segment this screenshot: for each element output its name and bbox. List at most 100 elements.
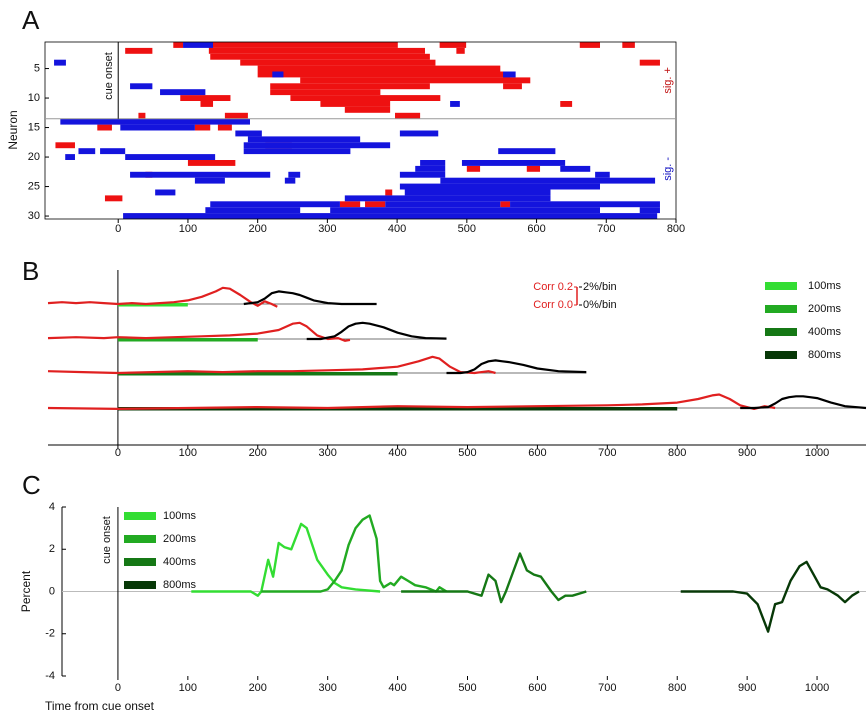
legend-label: 200ms	[163, 533, 197, 545]
segment	[284, 177, 296, 184]
segment	[130, 83, 153, 90]
segment	[461, 160, 566, 166]
segment	[272, 71, 284, 78]
x-tick-label: 900	[738, 447, 756, 459]
panel-letter: C	[22, 470, 41, 500]
x-axis-label: Time from cue onset	[45, 699, 155, 713]
x-tick-label: 100	[179, 223, 197, 235]
segment	[235, 130, 262, 137]
segment	[440, 177, 656, 184]
segment	[498, 148, 556, 155]
segment	[123, 213, 658, 219]
segment	[385, 189, 393, 196]
y-tick-label: 4	[49, 501, 55, 513]
plot-frame	[44, 41, 677, 220]
segment	[330, 207, 601, 214]
legend-label: 800ms	[808, 349, 842, 361]
legend-label: 100ms	[163, 510, 197, 522]
segment	[120, 124, 195, 131]
segment	[503, 83, 522, 90]
series-line	[261, 514, 448, 593]
x-tick-label: 200	[248, 223, 266, 235]
segment	[208, 42, 398, 48]
group-label: sig. +	[662, 67, 674, 94]
cue-label: cue onset	[101, 516, 113, 564]
segment	[560, 101, 573, 107]
segment	[320, 101, 391, 107]
x-tick-label: 500	[458, 682, 476, 694]
x-tick-label: 800	[668, 447, 686, 459]
panel-letter: B	[22, 256, 39, 286]
segment	[125, 154, 216, 160]
segment	[224, 112, 248, 119]
legend-swatch	[124, 558, 156, 566]
segment	[194, 124, 211, 131]
segment	[365, 201, 386, 208]
segment	[503, 71, 516, 78]
segment	[210, 53, 430, 60]
segment	[125, 47, 153, 54]
x-tick-label: 1000	[805, 447, 829, 459]
cue-label: cue onset	[103, 52, 115, 100]
series-line	[680, 560, 860, 633]
segment	[240, 59, 436, 66]
scale-label: 0%/bin	[583, 299, 617, 311]
panel-letter: A	[22, 5, 40, 35]
segment	[399, 171, 446, 178]
x-tick-label: 400	[388, 447, 406, 459]
segment	[200, 101, 214, 107]
scale-label: Corr 0.2	[533, 281, 573, 293]
segment	[339, 201, 361, 208]
segment	[160, 89, 206, 96]
segment	[247, 136, 361, 143]
duration-bar	[117, 338, 258, 342]
segment	[300, 77, 531, 84]
segment	[104, 195, 123, 202]
x-tick-label: 300	[318, 682, 336, 694]
segment	[217, 124, 232, 131]
x-tick-label: 0	[115, 223, 121, 235]
segment	[100, 148, 126, 155]
segment	[500, 201, 511, 208]
group-label: sig. -	[662, 157, 674, 181]
duration-bar	[117, 372, 398, 376]
segment	[208, 47, 425, 54]
segment	[270, 83, 430, 90]
y-tick-label: 5	[34, 62, 40, 74]
x-tick-label: 0	[115, 682, 121, 694]
segment	[270, 89, 381, 96]
segment	[194, 177, 225, 184]
series-line	[401, 552, 587, 604]
legend-swatch	[765, 351, 797, 359]
x-tick-label: 1000	[805, 682, 829, 694]
segment	[510, 201, 660, 208]
legend-swatch	[124, 535, 156, 543]
segment	[395, 112, 421, 119]
segment	[466, 165, 481, 172]
corr-trace	[47, 321, 351, 342]
segment	[450, 101, 460, 107]
x-tick-label: 700	[597, 223, 615, 235]
segment	[257, 71, 511, 78]
rate-trace	[306, 321, 447, 341]
scale-label: 2%/bin	[583, 281, 617, 293]
legend-swatch	[124, 581, 156, 589]
segment	[456, 47, 465, 54]
x-tick-label: 900	[738, 682, 756, 694]
x-tick-label: 600	[528, 682, 546, 694]
segment	[173, 42, 184, 48]
segment	[60, 118, 250, 125]
x-tick-label: 400	[388, 682, 406, 694]
y-axis-label: Percent	[19, 570, 33, 612]
segment	[130, 171, 271, 178]
duration-bar	[117, 303, 188, 307]
x-tick-label: 200	[249, 447, 267, 459]
y-tick-label: 20	[28, 151, 40, 163]
segment	[187, 160, 236, 166]
legend-swatch	[765, 328, 797, 336]
segment	[385, 201, 501, 208]
x-tick-label: 200	[249, 682, 267, 694]
x-tick-label: 700	[598, 447, 616, 459]
segment	[639, 207, 660, 214]
segment	[560, 165, 591, 172]
